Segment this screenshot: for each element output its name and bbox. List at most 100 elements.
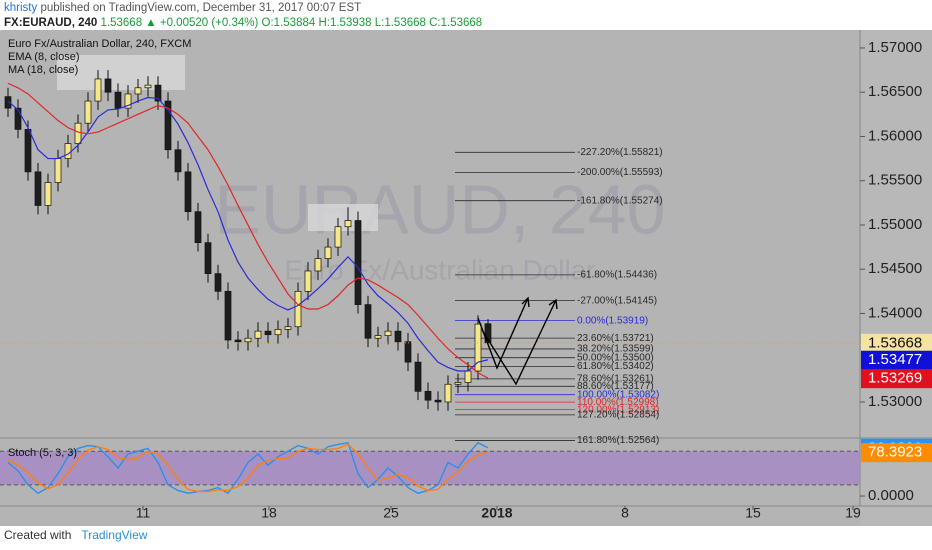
candle-body (234, 339, 242, 343)
price-badge (861, 333, 932, 353)
candle-body (34, 171, 42, 206)
price-badge-label: 1.53668 (868, 334, 922, 351)
price-badge (861, 350, 932, 370)
candle-body (274, 329, 282, 336)
ohlc: L:1.53668 (374, 17, 426, 29)
candle-body (474, 323, 482, 372)
candle-body (394, 330, 402, 343)
candle-body (284, 326, 292, 330)
chart: EURAUD, 240 Euro Fx/Australian Dollar -2… (0, 30, 932, 526)
ma-line (7, 96, 489, 372)
candle-body (254, 330, 262, 339)
stoch-line (7, 441, 489, 495)
symbol: FX:EURAUD, 240 (4, 17, 98, 29)
candle-body (264, 330, 272, 336)
chart-title: Euro Fx/Australian Dollar, 240, FXCM (8, 38, 191, 50)
candle-body (204, 242, 212, 274)
last: 1.53668 (100, 17, 143, 29)
fib-label: 38.20%(1.53599) (577, 344, 654, 355)
candle-body (4, 96, 12, 109)
candle-body (134, 87, 142, 95)
x-tick-label: 2018 (481, 505, 512, 521)
y-tick-label: 1.54000 (868, 304, 922, 321)
fib-label: 110.00%(1.52998) (577, 397, 659, 408)
y-tick-label: 1.54500 (868, 260, 922, 277)
author[interactable]: khristy (4, 2, 38, 14)
fib-label: -27.00%(1.54145) (577, 295, 657, 306)
legend-entry: EMA (8, close) (8, 51, 80, 63)
footer: Created with TradingView (4, 528, 147, 542)
y-tick-label: 1.57000 (868, 39, 922, 56)
fib-label: 88.60%(1.53177) (577, 381, 654, 392)
candle-body (324, 246, 332, 259)
candle-body (344, 220, 352, 228)
fib-label: 100.00%(1.53082) (577, 389, 659, 400)
candle-body (154, 84, 162, 102)
candle-body (194, 211, 202, 244)
candle-body (384, 330, 392, 336)
candle-body (184, 171, 192, 213)
candle-body (174, 149, 182, 173)
candle-body (464, 370, 472, 383)
candle-body (94, 78, 102, 102)
candle-body (354, 220, 362, 305)
candle-body (84, 100, 92, 124)
candle-body (414, 361, 422, 392)
watermark: EURAUD, 240 (214, 170, 665, 248)
ma-line (7, 82, 489, 379)
stoch-title: Stoch (5, 3, 3) (8, 447, 77, 459)
x-tick-label: 19 (845, 505, 861, 521)
fib-label: 61.80%(1.53402) (577, 361, 654, 372)
arrow-head (548, 298, 558, 310)
candle-body (214, 273, 222, 292)
marks: -227.20%(1.55821) -200.00%(1.55593) -161.8… (0, 39, 932, 521)
candle-body (334, 226, 342, 248)
candle-body (124, 93, 132, 109)
candle-body (244, 337, 252, 343)
brand[interactable]: TradingView (81, 528, 148, 542)
candle-body (44, 182, 52, 206)
y-tick-label: 0.0000 (868, 487, 914, 504)
candle-body (314, 258, 322, 272)
candle-body (64, 143, 72, 159)
change: ▲ +0.00520 (+0.34%) (145, 17, 259, 29)
x-tick-label: 8 (621, 505, 629, 521)
candle-body (224, 290, 232, 341)
candle-body (364, 304, 372, 339)
fib-label: 127.20%(1.52854) (577, 410, 659, 421)
x-tick-label: 25 (383, 505, 399, 521)
fib-label: 23.60%(1.53721) (577, 333, 654, 344)
fib-label: 78.60%(1.53261) (577, 373, 654, 384)
candle-body (374, 335, 382, 339)
fib-label: 120.00%(1.52913) (577, 404, 659, 415)
x-tick-label: 15 (745, 505, 761, 521)
x-tick-label: 18 (261, 505, 277, 521)
fib-label: 50.00%(1.53500) (577, 352, 654, 363)
arrow-head (521, 296, 530, 308)
highlight-box (308, 204, 378, 231)
y-tick-label: 1.56500 (868, 83, 922, 100)
y-tick-label: 1.55500 (868, 172, 922, 189)
ohlc: O:1.53884 (261, 17, 316, 29)
candle-body (444, 383, 452, 403)
legend-entry: MA (18, close) (8, 64, 78, 76)
fib-label: 161.80%(1.52564) (577, 435, 659, 446)
fib-label: -200.00%(1.55593) (577, 167, 663, 178)
ohlc: C:1.53668 (429, 17, 483, 29)
background (0, 30, 932, 526)
stoch-badge-label: 78.3923 (868, 444, 922, 461)
y-tick-label: 1.55000 (868, 216, 922, 233)
candle-body (294, 290, 302, 328)
fib-label: -61.80%(1.54436) (577, 270, 657, 281)
y-tick-label: 1.53000 (868, 393, 922, 410)
candle-body (304, 270, 312, 292)
candle-body (104, 78, 112, 93)
arrow (481, 299, 557, 386)
highlight-box (57, 55, 185, 90)
candle-body (454, 382, 462, 385)
price-badge-label: 1.53477 (868, 351, 922, 368)
candle-body (404, 341, 412, 363)
candle-body (164, 100, 172, 151)
candle-body (54, 158, 62, 183)
stoch-badge (861, 443, 932, 463)
